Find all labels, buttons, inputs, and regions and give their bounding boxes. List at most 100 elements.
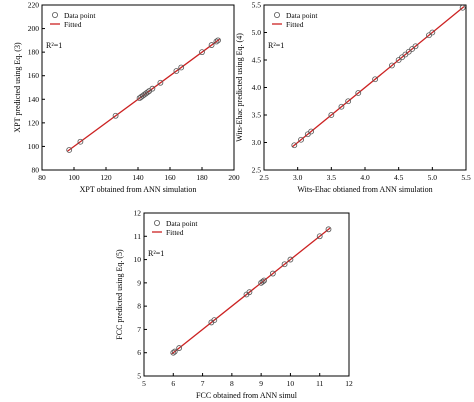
data-point [77, 138, 84, 145]
x-tick-label: 140 [132, 173, 144, 182]
x-tick-label: 5.5 [461, 173, 471, 182]
y-tick-label: 100 [28, 142, 40, 151]
data-point [412, 43, 419, 50]
r-squared-annotation: R²=1 [268, 41, 284, 50]
x-tick-label: 12 [345, 379, 353, 388]
data-point [459, 4, 466, 11]
x-tick-label: 160 [164, 173, 176, 182]
y-tick-label: 6 [137, 348, 141, 357]
y-axis-label: XPT predicted using Eq. (3) [13, 42, 22, 133]
chart-panel-2: 2.5 3.0 3.5 4.0 4.5 5.0 5.5 2.5 3.0 3.5 4.0 4.5 5.0 5… [235, 1, 471, 195]
r-squared-annotation: R²=1 [46, 41, 62, 50]
chart-panel-3: 5 6 7 8 9 10 11 12 5 6 7 8 9 10 11 12 FCC obtained from … [115, 209, 353, 401]
legend-marker-data-point [273, 11, 280, 18]
y-axis-label: Wits-Ehac predicted using Eq. (4) [235, 33, 244, 142]
y-tick-label: 7 [137, 325, 141, 334]
x-tick-label: 8 [230, 379, 234, 388]
y-tick-label: 3.0 [252, 138, 262, 147]
data-point [246, 289, 253, 296]
data-point [269, 270, 276, 277]
x-axis-label: XPT obtained from ANN simulation [80, 185, 197, 194]
data-point [355, 90, 362, 96]
data-point [211, 317, 218, 324]
y-tick-label: 5.0 [252, 28, 262, 37]
x-tick-label: 10 [287, 379, 295, 388]
x-tick-label: 2.5 [259, 173, 269, 182]
y-tick-label: 140 [28, 95, 40, 104]
x-tick-label: 5 [142, 379, 146, 388]
plot-frame [41, 4, 235, 171]
data-point [316, 233, 323, 240]
y-tick-label: 180 [28, 48, 40, 57]
y-tick-label: 2.5 [252, 166, 262, 175]
x-tick-label: 180 [196, 173, 208, 182]
data-point [149, 85, 156, 92]
data-point [328, 112, 335, 118]
y-tick-label: 4.5 [252, 56, 262, 65]
data-point [291, 142, 298, 149]
data-point [208, 42, 215, 48]
x-tick-label: 120 [100, 173, 112, 182]
legend-label-fitted: Fitted [64, 20, 82, 29]
data-point [176, 345, 183, 351]
data-point [429, 29, 436, 36]
y-tick-label: 10 [134, 255, 142, 264]
y-tick-label: 12 [134, 209, 142, 218]
legend-marker-data-point [153, 219, 160, 226]
y-tick-label: 220 [28, 1, 40, 10]
data-point [298, 136, 304, 143]
x-axis-label: FCC obtained from ANN simul [196, 391, 298, 400]
data-point [170, 349, 177, 356]
legend-label-data-point: Data point [64, 11, 96, 20]
y-tick-label: 9 [137, 278, 141, 287]
data-point [157, 79, 164, 86]
data-point [287, 256, 294, 263]
x-tick-label: 9 [259, 379, 263, 388]
x-tick-label: 200 [228, 173, 240, 182]
data-point [308, 128, 315, 135]
x-tick-label: 80 [38, 173, 46, 182]
x-tick-label: 3.0 [293, 173, 303, 182]
data-point [338, 103, 345, 110]
data-point [173, 68, 180, 74]
data-point [112, 112, 119, 119]
legend-label-fitted: Fitted [286, 20, 304, 29]
chart-panel-1: 80 100 120 140 160 180 200 80 100 120 140 160 180 200… [13, 1, 240, 195]
y-tick-label: 120 [28, 118, 40, 127]
legend-label-data-point: Data point [166, 219, 198, 228]
y-tick-label: 5.5 [252, 1, 262, 10]
x-tick-label: 4.0 [360, 173, 370, 182]
y-axis-label: FCC predicted using Eq. (5) [115, 249, 124, 340]
fitted-line [67, 38, 220, 152]
data-point [199, 49, 205, 56]
legend-label-fitted: Fitted [166, 228, 184, 237]
data-point [66, 147, 73, 153]
data-point [325, 226, 332, 233]
plot-frame [143, 212, 350, 377]
x-tick-label: 100 [68, 173, 80, 182]
x-tick-label: 3.5 [327, 173, 337, 182]
x-axis-label: Wits-Ehac obtianed from ANN simulation [297, 185, 432, 194]
y-tick-label: 4.0 [252, 83, 262, 92]
y-tick-label: 160 [28, 71, 40, 80]
data-point [261, 277, 267, 284]
data-point [259, 278, 266, 285]
data-point [171, 348, 178, 355]
data-point [345, 98, 352, 105]
y-tick-label: 8 [137, 302, 141, 311]
data-point [144, 89, 151, 96]
r-squared-annotation: R²=1 [148, 249, 164, 258]
data-point [213, 38, 220, 45]
y-tick-label: 3.5 [252, 111, 262, 120]
fitted-line [171, 227, 331, 355]
data-point [215, 37, 221, 44]
data-point [372, 76, 379, 83]
data-point [178, 64, 185, 71]
y-tick-label: 11 [134, 232, 141, 241]
y-tick-label: 80 [32, 166, 40, 175]
legend-marker-data-point [52, 11, 59, 18]
x-tick-label: 7 [201, 379, 205, 388]
fitted-line [291, 6, 465, 148]
x-tick-label: 4.5 [394, 173, 404, 182]
